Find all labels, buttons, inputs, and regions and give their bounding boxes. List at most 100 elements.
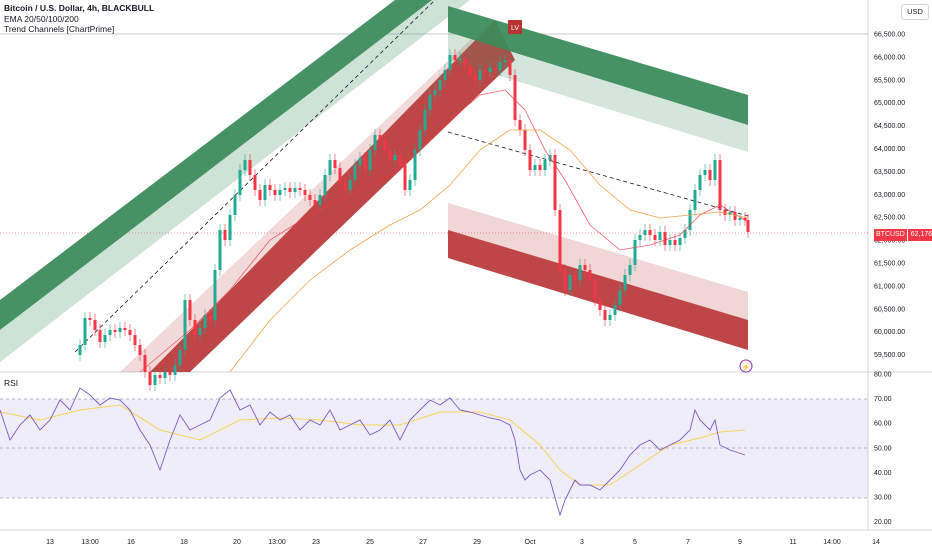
price-tick-label: 61,000.00 bbox=[874, 283, 905, 290]
lightning-icon[interactable] bbox=[739, 359, 753, 373]
candle-body bbox=[193, 320, 197, 335]
time-tick-label: 14:00 bbox=[823, 539, 841, 546]
rsi-tick-label: 70.00 bbox=[874, 396, 892, 403]
candle-body bbox=[433, 90, 437, 95]
candle-body bbox=[238, 170, 242, 195]
price-tag-symbol: BTCUSD bbox=[874, 229, 908, 241]
candle-body bbox=[148, 372, 152, 385]
ema-fast-line bbox=[139, 89, 749, 373]
candle-body bbox=[733, 212, 737, 220]
candle-body bbox=[693, 190, 697, 210]
rsi-indicator-label[interactable]: RSI bbox=[4, 378, 19, 388]
candle-body bbox=[183, 300, 187, 350]
candle-body bbox=[78, 345, 82, 355]
candle-body bbox=[403, 165, 407, 190]
candle-body bbox=[488, 68, 492, 72]
candle-body bbox=[493, 68, 497, 70]
candle-body bbox=[283, 188, 287, 190]
red-channel-upper bbox=[150, 20, 515, 372]
candle-body bbox=[118, 328, 122, 332]
time-tick-label: 13:00 bbox=[81, 539, 99, 546]
candle-body bbox=[418, 130, 422, 150]
rsi-axis[interactable]: 80.00 70.00 60.00 50.00 40.00 30.00 20.00 bbox=[874, 372, 892, 527]
candle-body bbox=[638, 235, 642, 240]
time-tick-label: 14 bbox=[872, 539, 880, 546]
time-tick-label: 3 bbox=[580, 539, 584, 546]
price-tick-label: 66,500.00 bbox=[874, 32, 905, 39]
time-tick-label: 20 bbox=[233, 539, 241, 546]
rsi-tick-label: 20.00 bbox=[874, 519, 892, 526]
candle-body bbox=[608, 315, 612, 320]
candle-body bbox=[343, 182, 347, 190]
candle-body bbox=[573, 275, 577, 280]
candle-body bbox=[743, 218, 747, 220]
candle-body bbox=[468, 65, 472, 75]
candle-body bbox=[453, 55, 457, 60]
price-tick-label: 65,500.00 bbox=[874, 77, 905, 84]
candle-body bbox=[308, 195, 312, 200]
time-tick-label: 5 bbox=[633, 539, 637, 546]
candle-body bbox=[713, 160, 717, 180]
rsi-tick-label: 40.00 bbox=[874, 470, 892, 477]
candle-body bbox=[363, 158, 367, 170]
time-axis[interactable]: 13 13:00 16 18 20 13:00 23 25 27 29 Oct 3 5 7 9 11 14:00… bbox=[46, 539, 880, 546]
candle-body bbox=[508, 60, 512, 75]
candle-body bbox=[113, 330, 117, 332]
candle-body bbox=[728, 212, 732, 215]
desc-channel-midline bbox=[447, 131, 749, 217]
candle-body bbox=[643, 230, 647, 235]
candle-body bbox=[273, 190, 277, 195]
candle-body bbox=[83, 318, 87, 345]
price-axis[interactable]: 66,500.00 66,000.00 65,500.00 65,000.00 64,5… bbox=[874, 32, 905, 360]
candle-body bbox=[138, 345, 142, 355]
lv-marker-label: LV bbox=[511, 25, 519, 32]
ema-indicator-label[interactable]: EMA 20/50/100/200 bbox=[4, 13, 79, 24]
candle-body bbox=[93, 320, 97, 330]
ema-slow-line bbox=[229, 129, 749, 373]
lightning-glyph: ⚡ bbox=[742, 363, 751, 372]
price-tick-label: 64,500.00 bbox=[874, 123, 905, 130]
time-tick-label: 16 bbox=[127, 539, 135, 546]
candle-body bbox=[188, 300, 192, 320]
candle-body bbox=[513, 75, 517, 120]
candle-body bbox=[533, 165, 537, 170]
price-pane[interactable] bbox=[0, 0, 868, 372]
symbol-title[interactable]: Bitcoin / U.S. Dollar, 4h, BLACKBULL bbox=[4, 3, 155, 13]
candle-body bbox=[263, 185, 267, 200]
candle-body bbox=[588, 270, 592, 280]
time-tick-label: 9 bbox=[738, 539, 742, 546]
time-tick-label: 25 bbox=[366, 539, 374, 546]
candle-body bbox=[398, 155, 402, 165]
candle-body bbox=[593, 280, 597, 300]
price-tick-label: 62,000.00 bbox=[874, 238, 905, 245]
rsi-tick-label: 80.00 bbox=[874, 372, 892, 379]
candle-body bbox=[738, 218, 742, 220]
time-tick-label: Oct bbox=[525, 539, 536, 546]
candle-body bbox=[633, 240, 637, 265]
price-tick-label: 66,000.00 bbox=[874, 54, 905, 61]
candle-body bbox=[518, 120, 522, 130]
candle-body bbox=[388, 150, 392, 160]
lv-marker[interactable] bbox=[508, 20, 522, 34]
candle-body bbox=[483, 70, 487, 72]
candle-body bbox=[503, 60, 507, 62]
currency-button[interactable]: USD bbox=[901, 4, 929, 20]
price-tick-label: 64,000.00 bbox=[874, 146, 905, 153]
candle-body bbox=[318, 195, 322, 205]
candle-body bbox=[448, 55, 452, 70]
green-desc-channel-upper bbox=[448, 6, 748, 125]
candle-body bbox=[746, 220, 750, 232]
trend-channel-indicator-label[interactable]: Trend Channels [ChartPrime] bbox=[4, 24, 115, 34]
candle-body bbox=[378, 135, 382, 140]
candle-body bbox=[293, 188, 297, 192]
candle-body bbox=[348, 180, 352, 190]
price-tag-value: 62,176.39 bbox=[910, 231, 932, 238]
candle-body bbox=[373, 135, 377, 150]
time-tick-label: 27 bbox=[419, 539, 427, 546]
candle-body bbox=[583, 265, 587, 270]
candle-body bbox=[568, 275, 572, 290]
candle-body bbox=[288, 188, 292, 192]
time-tick-label: 7 bbox=[686, 539, 690, 546]
candle-body bbox=[243, 160, 247, 170]
